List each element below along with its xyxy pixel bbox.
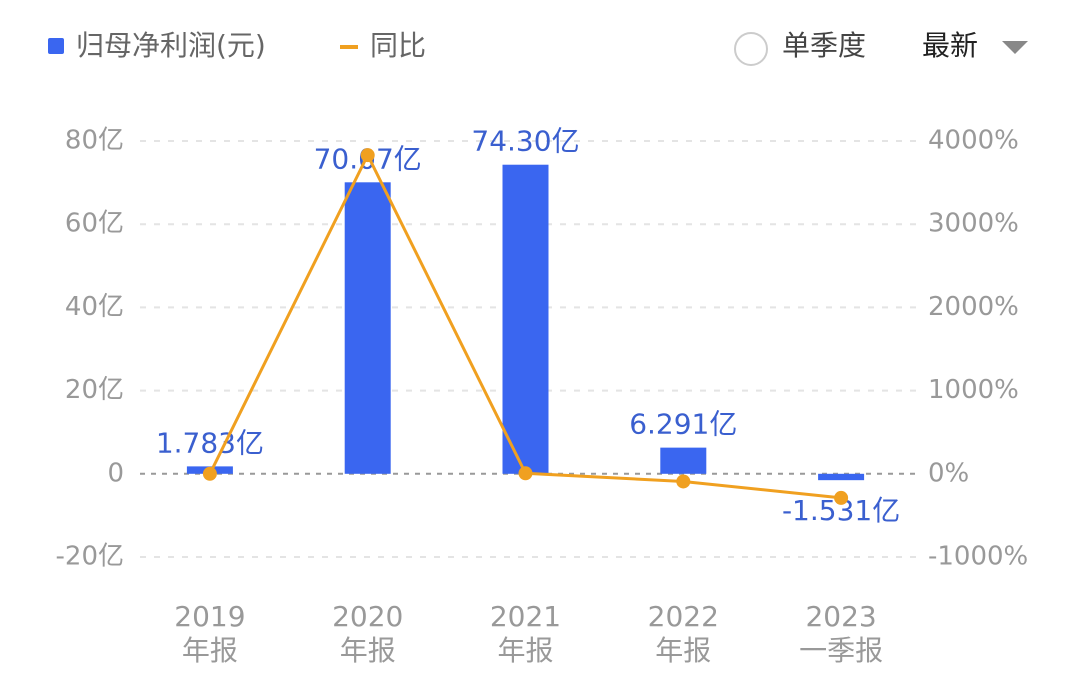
value-label: 1.783亿	[156, 426, 264, 459]
bar	[818, 473, 865, 481]
y-tick-label: 0	[107, 458, 124, 488]
x-tick-label: 年报	[182, 634, 238, 667]
x-tick-label: 年报	[655, 634, 711, 667]
legend-label[interactable]: 同比	[370, 29, 426, 62]
dropdown-arrow[interactable]	[1002, 41, 1028, 54]
bar	[660, 447, 707, 474]
value-label: 6.291亿	[629, 408, 737, 441]
x-tick-label: 2020	[332, 600, 403, 633]
y-tick-label: 60亿	[65, 209, 124, 239]
x-tick-label: 年报	[497, 634, 553, 667]
y2-tick-label: 1000%	[928, 375, 1019, 405]
y-tick-label: -20亿	[56, 542, 124, 572]
bar	[344, 182, 391, 474]
value-label: 74.30亿	[471, 125, 579, 158]
dropdown[interactable]: 最新	[922, 29, 978, 62]
x-tick-label: 2023	[805, 600, 876, 633]
x-tick-label: 2019	[174, 600, 245, 633]
bar	[502, 164, 549, 474]
line-point	[676, 474, 691, 489]
y2-tick-label: 2000%	[928, 292, 1019, 322]
y2-tick-label: 0%	[928, 458, 969, 488]
line-point	[360, 148, 375, 163]
y-tick-label: 20亿	[65, 375, 124, 405]
x-tick-label: 2021	[490, 600, 561, 633]
legend-label[interactable]: 归母净利润(元)	[76, 29, 266, 62]
x-tick-label: 年报	[340, 634, 396, 667]
x-tick-label: 一季报	[799, 634, 883, 667]
line-point	[834, 490, 849, 505]
x-tick-label: 2022	[648, 600, 719, 633]
y2-tick-label: 3000%	[928, 209, 1019, 239]
y-tick-label: 80亿	[65, 126, 124, 156]
line-point	[202, 466, 217, 481]
radio-label[interactable]: 单季度	[782, 29, 866, 62]
y2-tick-label: 4000%	[928, 126, 1019, 156]
y2-tick-label: -1000%	[928, 542, 1028, 572]
legend-swatch	[48, 38, 64, 54]
radio[interactable]	[734, 32, 768, 66]
y-tick-label: 40亿	[65, 292, 124, 322]
line-point	[518, 466, 533, 481]
